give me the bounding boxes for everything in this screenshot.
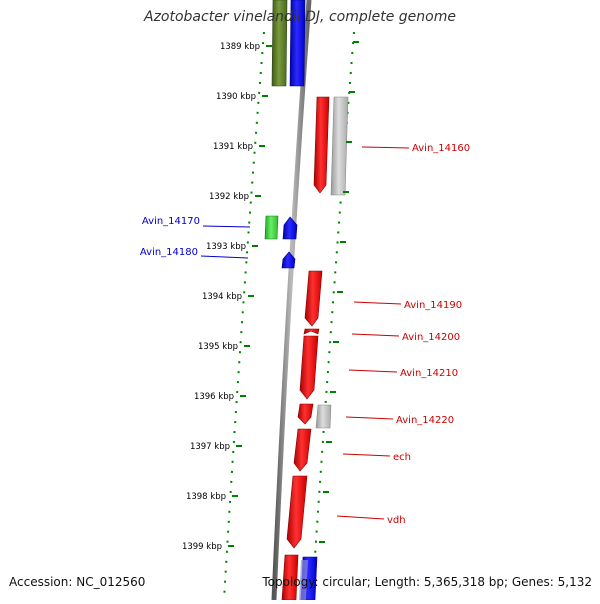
gene-blue-top [289, 0, 306, 87]
gene-avin-14170[interactable] [264, 215, 279, 240]
genome-title: Azotobacter vinelandii DJ, complete geno… [144, 9, 456, 25]
tick-label: 1393 kbp [206, 242, 246, 252]
gene-avin-14220[interactable] [297, 403, 314, 425]
genome-summary-text: Topology: circular; Length: 5,365,318 bp… [262, 575, 592, 589]
tick-label: 1396 kbp [194, 392, 234, 402]
gene-avin-14180[interactable] [281, 251, 296, 269]
tick-label: 1391 kbp [213, 142, 253, 152]
gene-avin-14160[interactable] [313, 96, 330, 194]
gene-gray-14220 [315, 404, 332, 429]
gene-label-avin-14210[interactable]: Avin_14210 [400, 368, 458, 379]
accession-text: Accession: NC_012560 [9, 575, 146, 589]
gene-avin-14190[interactable] [304, 270, 323, 327]
label-leader-line [345, 416, 394, 420]
label-leader-line [202, 225, 251, 228]
tick-label: 1395 kbp [198, 342, 238, 352]
label-leader-line [348, 369, 398, 373]
tick-label: 1390 kbp [216, 92, 256, 102]
gene-gray-14160 [330, 96, 349, 196]
gene-label-avin-14180[interactable]: Avin_14180 [140, 247, 198, 258]
tick-label: 1397 kbp [190, 442, 230, 452]
scale-track-right [311, 31, 355, 601]
gene-label-ech[interactable]: ech [393, 452, 411, 463]
gene-label-avin-14170[interactable]: Avin_14170 [142, 216, 200, 227]
tick-label: 1389 kbp [220, 42, 260, 52]
gene-avin-14210[interactable] [299, 335, 319, 400]
tick-label: 1394 kbp [202, 292, 242, 302]
gene-ech[interactable] [293, 428, 312, 472]
gene-lightblue-bottom [299, 560, 308, 600]
label-leader-line [353, 301, 402, 305]
label-leader-line [361, 146, 410, 149]
scale-ticks: 1389 kbp 1390 kbp 1391 kbp 1392 kbp 1393 kbp… [182, 41, 359, 552]
gene-labels: Avin_14170 Avin_14180 Avin_14160 Avin_14190… [140, 143, 470, 526]
gene-label-avin-14190[interactable]: Avin_14190 [404, 300, 462, 311]
gene-avin-14200[interactable] [303, 328, 320, 335]
gene-vdh[interactable] [286, 475, 308, 549]
label-leader-line [200, 255, 249, 259]
scale-track-left [223, 31, 265, 601]
gene-label-vdh[interactable]: vdh [387, 515, 406, 526]
tick-label: 1392 kbp [209, 192, 249, 202]
label-leader-line [351, 333, 400, 337]
tick-label: 1398 kbp [186, 492, 226, 502]
gene-olive-top [271, 0, 288, 87]
label-leader-line [336, 515, 385, 520]
gene-label-avin-14160[interactable]: Avin_14160 [412, 143, 470, 154]
label-leader-line [342, 453, 391, 457]
gene-avin-14170-blue [282, 216, 298, 240]
gene-label-avin-14200[interactable]: Avin_14200 [402, 332, 460, 343]
gene-label-avin-14220[interactable]: Avin_14220 [396, 415, 454, 426]
tick-label: 1399 kbp [182, 542, 222, 552]
